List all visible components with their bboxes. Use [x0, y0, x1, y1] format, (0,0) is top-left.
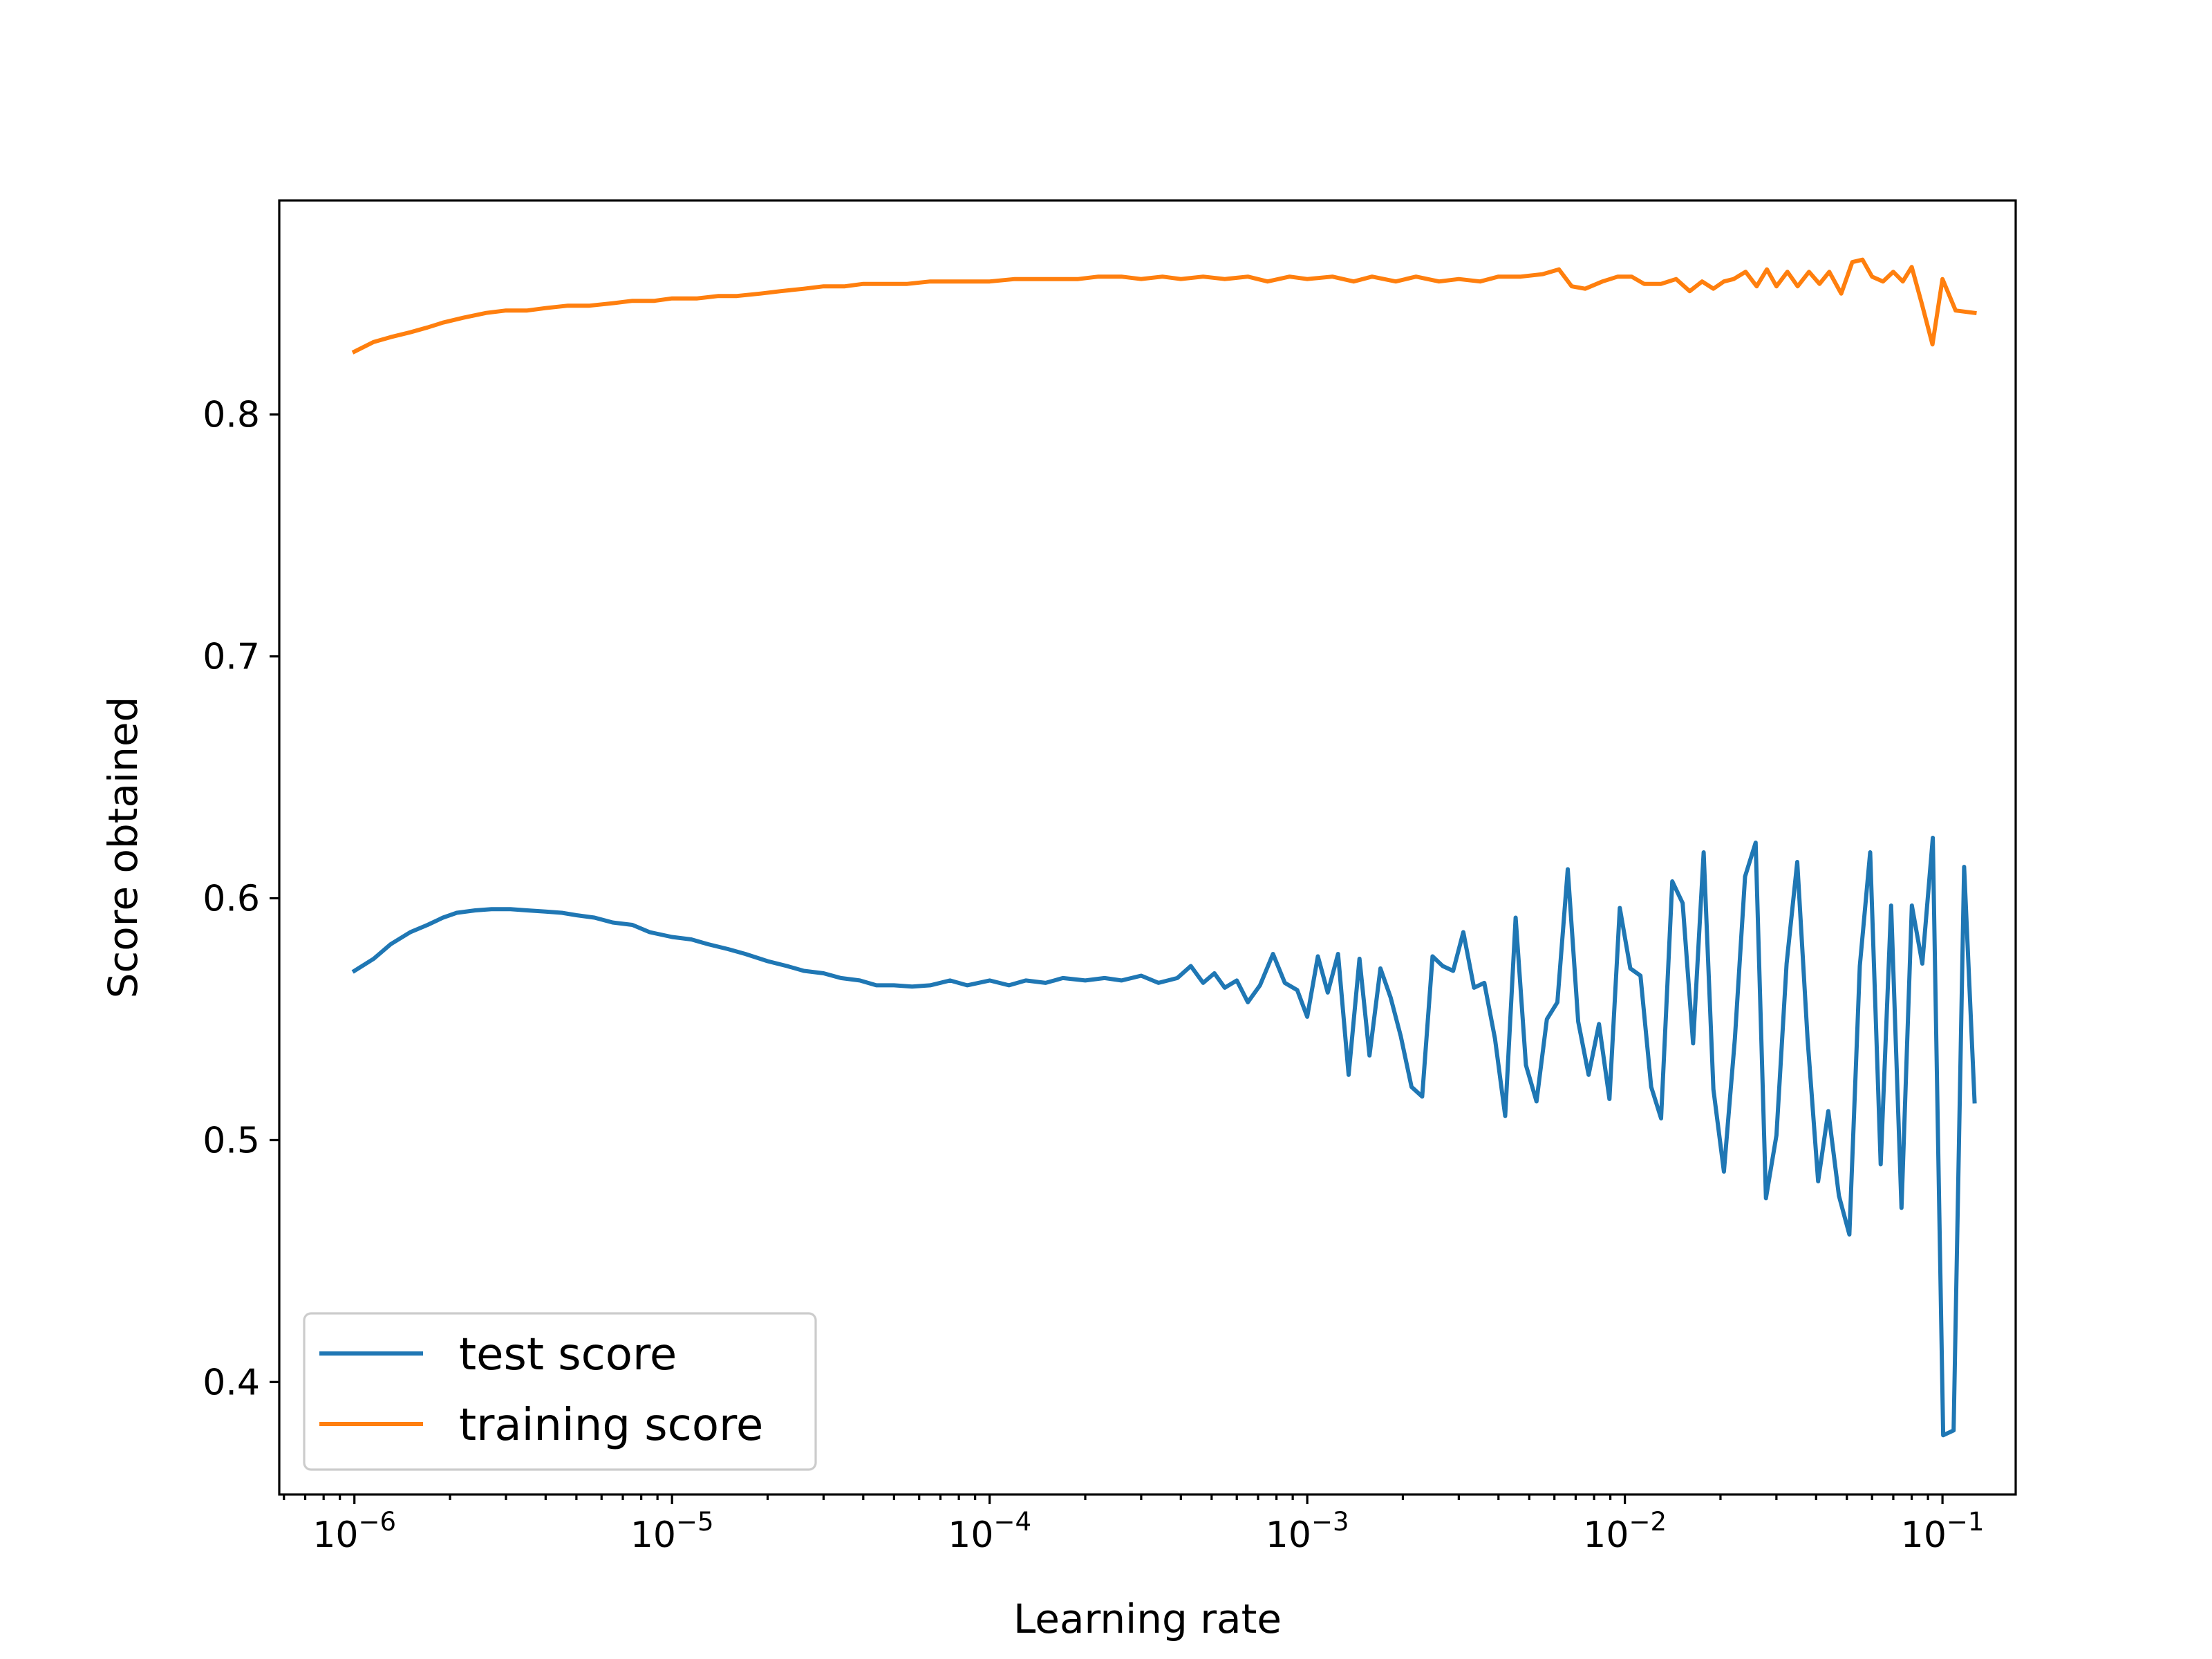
legend-label-test-score: test score: [459, 1329, 677, 1380]
x-tick-label-exponent: −5: [676, 1507, 714, 1537]
y-tick-label: 0.6: [203, 878, 260, 919]
y-tick-label: 0.5: [203, 1120, 260, 1161]
tick-layer: 10−6 10−5 10−4 10−3 10−2 10−10.40.50.60.70.8: [203, 395, 1984, 1556]
x-tick-label-base: 10: [1901, 1515, 1947, 1556]
x-tick-label: 10−3: [1266, 1507, 1349, 1556]
y-tick-label: 0.8: [203, 395, 260, 436]
x-tick-label-base: 10: [630, 1515, 676, 1556]
x-tick-label-base: 10: [1583, 1515, 1629, 1556]
series-layer: [351, 257, 1977, 1438]
x-tick-label-base: 10: [1266, 1515, 1311, 1556]
x-tick-label-exponent: −4: [993, 1507, 1031, 1537]
legend: test score training score: [303, 1312, 817, 1471]
y-tick-label: 0.7: [203, 637, 260, 678]
x-tick-label: 10−6: [312, 1507, 396, 1556]
x-tick-label-base: 10: [948, 1515, 993, 1556]
x-tick-label-exponent: −1: [1947, 1507, 1985, 1537]
x-tick-label: 10−4: [948, 1507, 1031, 1556]
x-tick-label: 10−2: [1583, 1507, 1667, 1556]
x-tick-label-exponent: −2: [1629, 1507, 1667, 1537]
y-axis-label: Score obtained: [100, 697, 147, 999]
x-tick-label: 10−1: [1901, 1507, 1985, 1556]
x-tick-label: 10−5: [630, 1507, 714, 1556]
series-line-test-score: [351, 836, 1977, 1438]
x-axis-label: Learning rate: [1013, 1595, 1282, 1642]
series-line-training-score: [351, 257, 1977, 355]
x-tick-label-exponent: −3: [1311, 1507, 1349, 1537]
x-tick-label-base: 10: [312, 1515, 358, 1556]
legend-frame: [303, 1312, 817, 1471]
legend-label-training-score: training score: [459, 1400, 763, 1451]
plot-frame: [278, 199, 2017, 1496]
plot-area: [279, 200, 2016, 1494]
y-tick-label: 0.4: [203, 1362, 260, 1403]
x-tick-label-exponent: −6: [359, 1507, 397, 1537]
